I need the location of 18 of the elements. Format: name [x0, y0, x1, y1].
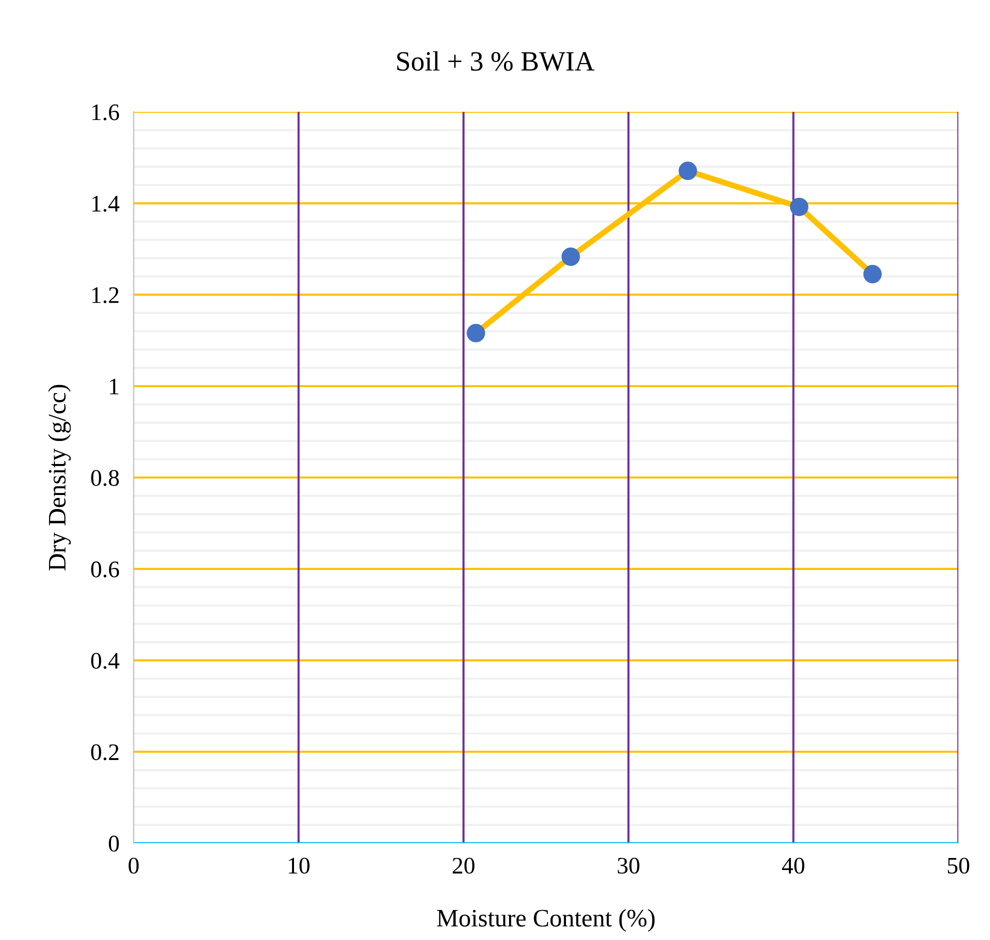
y-axis-title: Dry Density (g/cc)	[48, 384, 71, 571]
y-tick-label: 1.2	[92, 287, 118, 304]
y-tick-label: 0.4	[91, 652, 120, 669]
x-tick-label: 0	[128, 858, 139, 874]
y-tick-label: 0	[108, 836, 119, 852]
y-tick-label: 0.8	[91, 470, 119, 486]
x-tick-label: 10	[288, 858, 310, 874]
x-tick-label: 20	[452, 858, 474, 874]
y-tick-label: 1.6	[92, 104, 120, 120]
x-tick-label: 50	[948, 858, 970, 874]
y-tick-label: 0.2	[91, 744, 118, 760]
y-tick-label: 1.4	[92, 196, 120, 212]
x-tick-label: 30	[618, 858, 640, 874]
x-axis-title: Moisture Content (%)	[437, 909, 655, 932]
y-tick-label: 1	[110, 378, 118, 394]
y-tick-label: 0.6	[91, 561, 120, 578]
x-tick-label: 40	[782, 858, 804, 874]
chart-title: Soil + 3 % BWIA	[397, 51, 594, 71]
